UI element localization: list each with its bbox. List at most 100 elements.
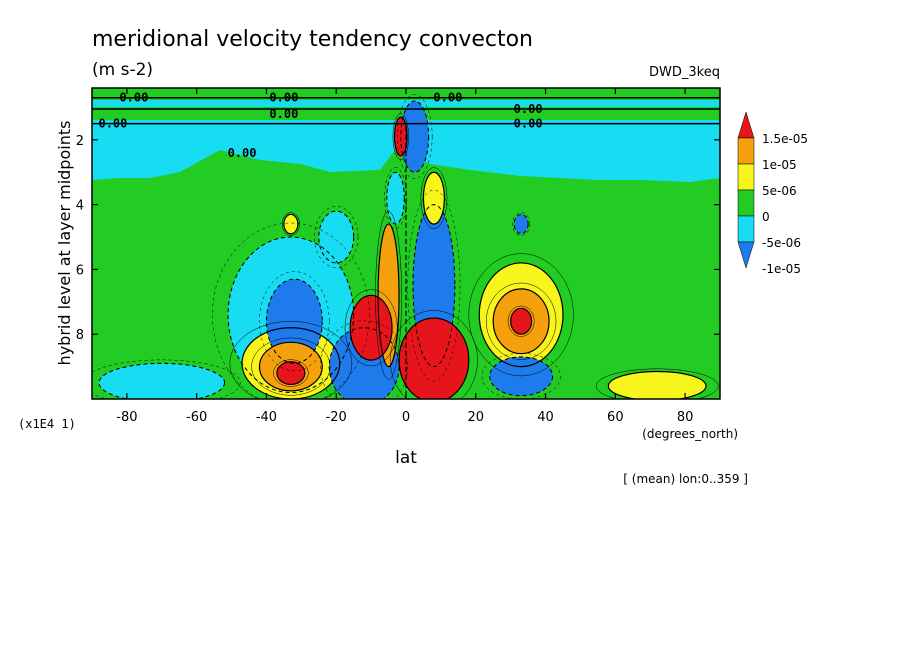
colorbar-label: 0	[762, 210, 770, 224]
contour-line	[344, 289, 398, 367]
contour-region	[489, 356, 553, 396]
contour-line	[386, 171, 405, 225]
contour-region	[386, 172, 405, 225]
contour-line	[412, 204, 456, 368]
contour-lines	[92, 94, 720, 399]
contour-region	[514, 214, 529, 234]
x-tick-label: 80	[677, 410, 694, 425]
contour-region	[350, 295, 393, 361]
contour-line	[241, 327, 341, 399]
contour-line	[513, 213, 529, 235]
contour-label: 0.00	[269, 91, 298, 105]
contour-line	[276, 361, 306, 386]
contour-line	[510, 307, 533, 335]
colorbar-swatch	[737, 111, 755, 139]
contour-line	[478, 262, 564, 368]
y-axis: 2 4 6 8	[76, 134, 720, 343]
y-tick-label: 8	[76, 328, 84, 343]
contour-region	[318, 211, 354, 263]
contour-region	[510, 308, 532, 335]
colorbar-swatch	[737, 241, 755, 269]
colorbar-swatch	[737, 189, 755, 217]
contour-line	[259, 271, 330, 372]
chart-units: (m s-2)	[92, 60, 153, 80]
y-scale-note: (x1E4 1)	[18, 417, 76, 431]
contour-line	[607, 370, 707, 399]
x-axis: -80 -60 -40 -20 0 20 40 60 80	[116, 88, 693, 425]
contour-line	[328, 327, 400, 399]
contour-label: 0.00	[228, 146, 257, 160]
contour-line	[212, 222, 370, 399]
contour-line	[265, 278, 323, 364]
contour-line	[283, 213, 299, 235]
contour-region	[400, 100, 429, 173]
contour-region	[276, 361, 305, 385]
y-tick-label: 6	[76, 263, 84, 278]
contour-line	[318, 210, 355, 264]
colorbar-swatch	[737, 215, 755, 243]
contour-label: 0.00	[514, 102, 543, 116]
x-tick-label: -80	[116, 410, 137, 425]
contour-line	[392, 113, 409, 160]
x-tick-label: 40	[537, 410, 554, 425]
contour-label: 0.00	[119, 91, 148, 105]
y-axis-label: hybrid level at layer midpoints	[55, 121, 74, 366]
colorbar-label: -5e-06	[762, 236, 801, 250]
plot-area: 0.00 0.000.000.000.000.000.000.00	[92, 88, 720, 399]
contour-line	[227, 236, 355, 394]
contour-region	[394, 117, 408, 157]
contour-line	[229, 321, 353, 399]
colorbar-label: -1e-05	[762, 262, 801, 276]
contour-label: 0.00	[514, 117, 543, 131]
contour-line	[468, 253, 574, 377]
footnote: [ (mean) lon:0..359 ]	[623, 472, 748, 486]
contour-line	[595, 368, 719, 399]
contour-line	[397, 94, 433, 179]
contour-line	[481, 353, 561, 399]
contour-line	[349, 294, 393, 361]
y-tick-label: 4	[76, 199, 84, 214]
contour-region	[399, 318, 469, 399]
x-axis-label: lat	[395, 448, 417, 468]
contour-line	[320, 320, 408, 399]
dataset-label: DWD_3keq	[649, 65, 720, 80]
contour-region	[608, 371, 707, 399]
contour-label: 0.00	[433, 91, 462, 105]
contour-region	[283, 214, 298, 234]
contour-line	[422, 171, 445, 225]
contour-line	[489, 356, 554, 397]
x-tick-label: -40	[256, 410, 277, 425]
colorbar-label: 5e-06	[762, 184, 797, 198]
x-tick-label: -60	[186, 410, 207, 425]
x-units: (degrees_north)	[642, 427, 738, 441]
colorbar-label: 1e-05	[762, 158, 797, 172]
y-tick-label: 2	[76, 134, 84, 149]
contour-line	[492, 288, 550, 355]
contour-line	[375, 210, 402, 380]
contour-line	[407, 189, 461, 382]
contour-line	[512, 212, 531, 236]
contour-region	[423, 172, 445, 225]
contour-line	[92, 359, 241, 399]
contour-line	[485, 282, 557, 360]
contour-line	[273, 359, 309, 387]
contour-label: 0.00	[98, 117, 127, 131]
contour-line	[507, 305, 535, 337]
contour-line	[393, 116, 408, 157]
contour-line	[400, 100, 430, 173]
contour-line	[98, 362, 226, 399]
contour-region	[98, 363, 225, 399]
contour-line	[251, 337, 331, 396]
x-tick-label: 60	[607, 410, 624, 425]
contour-line	[258, 341, 323, 392]
field-upper-negative	[92, 120, 720, 182]
colorbar-swatch	[737, 163, 755, 191]
contour-label: 0.00	[269, 107, 298, 121]
contour-line	[384, 167, 407, 229]
colorbar: 1.5e-05 1e-05 5e-06 0 -5e-06 -1e-05	[737, 111, 808, 276]
colorbar-swatch	[737, 137, 755, 165]
x-tick-label: -20	[326, 410, 347, 425]
contour-labels: 0.00 0.000.000.000.000.000.000.00	[98, 91, 542, 160]
x-tick-label: 20	[468, 410, 485, 425]
